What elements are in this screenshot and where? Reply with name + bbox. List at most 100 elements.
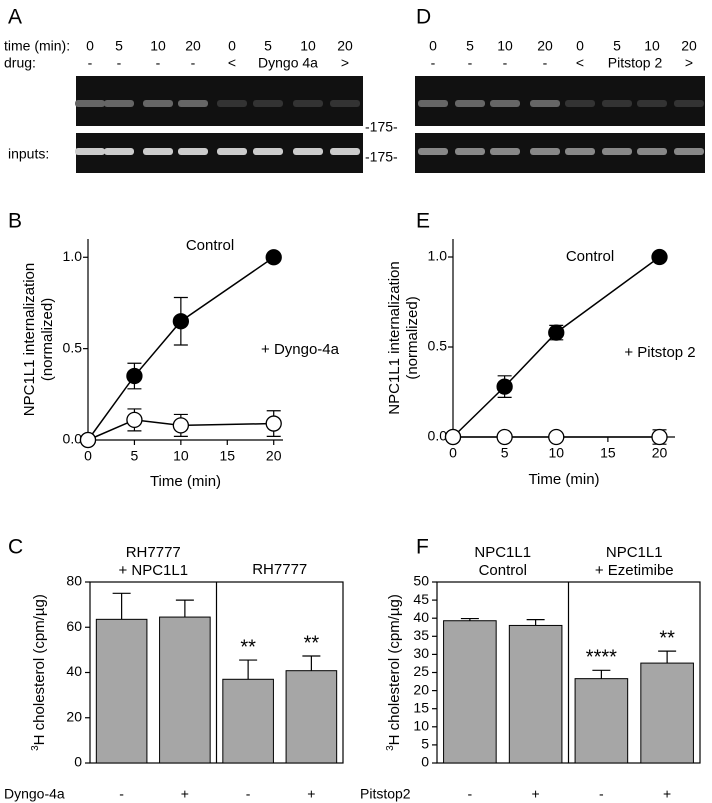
y-tick-label: 50 bbox=[413, 573, 429, 589]
y-tick-label: 0.5 bbox=[428, 338, 448, 354]
group-label: NPC1L1 bbox=[474, 544, 531, 561]
significance: ** bbox=[304, 632, 320, 654]
band bbox=[530, 100, 560, 107]
point bbox=[79, 431, 97, 449]
x-tick-label: 10 bbox=[173, 448, 189, 464]
x-tick-label: - bbox=[468, 786, 473, 802]
y-axis-label: NPC1L1 internalization(normalized) bbox=[386, 261, 421, 414]
band bbox=[330, 148, 360, 155]
y-tick-label: 80 bbox=[66, 573, 82, 589]
point bbox=[265, 249, 282, 266]
series-line bbox=[87, 419, 274, 441]
time-label: 5 bbox=[466, 38, 474, 54]
y-tick-label: 0 bbox=[74, 754, 82, 770]
panel-letter: B bbox=[8, 210, 22, 233]
group-label: RH7777 bbox=[126, 544, 181, 561]
series-label: + Dyngo-4a bbox=[261, 341, 340, 358]
bar bbox=[285, 670, 338, 764]
group-label: + NPC1L1 bbox=[118, 562, 188, 579]
y-tick-label: 30 bbox=[413, 645, 429, 661]
axis bbox=[87, 239, 283, 441]
point bbox=[496, 428, 513, 446]
significance: **** bbox=[586, 647, 617, 669]
y-tick-label: 0.0 bbox=[428, 428, 448, 444]
point bbox=[651, 428, 668, 446]
y-tick-label: 60 bbox=[66, 618, 82, 634]
band bbox=[490, 148, 520, 155]
axis bbox=[452, 239, 675, 438]
panel-letter: C bbox=[8, 536, 23, 559]
time-label: 0 bbox=[86, 38, 94, 54]
error-bar bbox=[658, 650, 677, 664]
point bbox=[126, 411, 143, 429]
group-label: + Ezetimibe bbox=[595, 562, 674, 579]
band bbox=[455, 100, 485, 107]
point bbox=[496, 378, 513, 395]
drug-label: - bbox=[503, 55, 508, 71]
time-label: 10 bbox=[300, 38, 316, 54]
band bbox=[674, 100, 704, 107]
band bbox=[565, 100, 595, 107]
band bbox=[253, 148, 283, 155]
band bbox=[178, 148, 208, 155]
point bbox=[172, 417, 190, 434]
y-tick-label: 40 bbox=[413, 609, 429, 625]
series-label: Control bbox=[566, 248, 614, 265]
x-tick-label: 5 bbox=[131, 448, 139, 464]
band bbox=[253, 100, 283, 107]
y-tick-label: 5 bbox=[421, 736, 429, 752]
error-bar bbox=[302, 655, 321, 671]
row-label: Dyngo-4a bbox=[4, 786, 65, 802]
x-axis-label: Time (min) bbox=[528, 471, 599, 488]
band bbox=[637, 100, 667, 107]
band bbox=[602, 100, 632, 107]
band bbox=[293, 100, 323, 107]
band bbox=[565, 148, 595, 155]
error-bar bbox=[239, 659, 258, 680]
y-tick-label: 20 bbox=[413, 681, 429, 697]
y-axis-label: 3H cholesterol (cpm/µg) bbox=[30, 594, 48, 751]
band bbox=[217, 100, 247, 107]
error-bar bbox=[175, 599, 194, 618]
band bbox=[490, 100, 520, 107]
row-label: time (min): bbox=[4, 38, 70, 54]
band bbox=[104, 148, 134, 155]
group-label: Control bbox=[479, 562, 527, 579]
drug-label: - bbox=[156, 55, 161, 71]
time-label: 5 bbox=[115, 38, 123, 54]
marker-label: -175- bbox=[365, 119, 398, 135]
series-line bbox=[87, 256, 275, 441]
band bbox=[674, 148, 704, 155]
point bbox=[444, 428, 462, 446]
drug-label: - bbox=[468, 55, 473, 71]
drug-label: < bbox=[576, 55, 584, 71]
drug-label: > bbox=[341, 55, 349, 71]
x-tick-label: + bbox=[532, 786, 540, 802]
x-tick-label: 10 bbox=[548, 445, 564, 461]
drug-label: > bbox=[685, 55, 693, 71]
row-label: inputs: bbox=[8, 146, 49, 162]
error-bar bbox=[112, 592, 131, 620]
y-tick-label: 40 bbox=[66, 663, 82, 679]
band bbox=[217, 148, 247, 155]
x-tick-label: 0 bbox=[84, 448, 92, 464]
band bbox=[418, 148, 448, 155]
x-tick-label: - bbox=[246, 786, 251, 802]
panel-letter: A bbox=[8, 6, 22, 29]
x-tick-label: 0 bbox=[449, 445, 457, 461]
y-axis-label: NPC1L1 internalization(normalized) bbox=[21, 263, 56, 416]
x-tick-label: 20 bbox=[652, 445, 668, 461]
point bbox=[548, 324, 565, 341]
band bbox=[104, 100, 134, 107]
y-tick-label: 10 bbox=[413, 718, 429, 734]
drug-label: < bbox=[228, 55, 236, 71]
band bbox=[330, 100, 360, 107]
time-label: 20 bbox=[185, 38, 201, 54]
band bbox=[178, 100, 208, 107]
y-axis-label: 3H cholesterol (cpm/µg) bbox=[385, 594, 403, 751]
band bbox=[143, 100, 173, 107]
point bbox=[172, 313, 190, 330]
y-axis-label-text: H cholesterol (cpm/µg) bbox=[386, 594, 403, 745]
time-label: 10 bbox=[150, 38, 166, 54]
y-tick-label: 25 bbox=[413, 663, 429, 679]
